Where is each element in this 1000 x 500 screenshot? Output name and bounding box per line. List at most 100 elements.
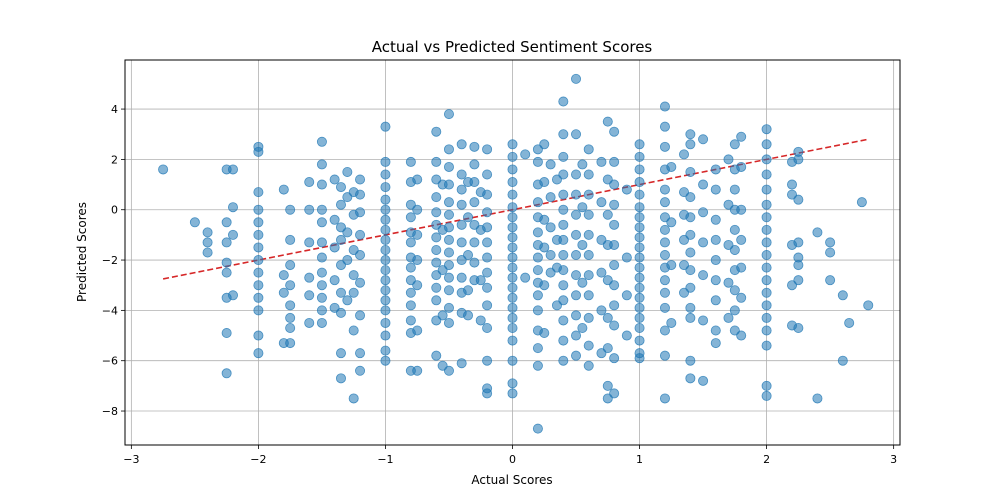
data-point: [621, 330, 632, 341]
y-tick-label: −6: [102, 355, 118, 368]
data-point: [710, 338, 721, 349]
x-tick-label: 3: [890, 453, 897, 466]
data-point: [456, 219, 467, 230]
data-point: [571, 189, 582, 200]
data-point: [571, 330, 582, 341]
data-point: [253, 242, 264, 253]
data-point: [431, 156, 442, 167]
data-point: [507, 242, 518, 253]
data-point: [412, 229, 423, 240]
data-point: [659, 197, 670, 208]
data-point: [609, 388, 620, 399]
data-point: [475, 275, 486, 286]
data-point: [659, 184, 670, 195]
data-point: [380, 244, 391, 255]
data-point: [304, 290, 315, 301]
data-point: [507, 272, 518, 283]
y-tick-label: −4: [102, 304, 118, 317]
data-point: [380, 265, 391, 276]
data-point: [405, 262, 416, 273]
data-point: [253, 146, 264, 157]
data-point: [443, 365, 454, 376]
data-point: [463, 310, 474, 321]
data-point: [532, 290, 543, 301]
data-point: [532, 343, 543, 354]
data-point: [443, 317, 454, 328]
data-point: [685, 282, 696, 293]
data-point: [443, 209, 454, 220]
data-point: [253, 305, 264, 316]
data-point: [443, 272, 454, 283]
data-point: [659, 224, 670, 235]
data-point: [698, 134, 709, 145]
data-point: [316, 136, 327, 147]
data-point: [710, 234, 721, 245]
data-point: [285, 300, 296, 311]
data-point: [482, 237, 493, 248]
data-point: [348, 270, 359, 281]
data-point: [158, 164, 169, 175]
data-point: [532, 197, 543, 208]
data-point: [577, 239, 588, 250]
data-point: [609, 179, 620, 190]
data-point: [583, 270, 594, 281]
data-point: [577, 277, 588, 288]
data-point: [685, 166, 696, 177]
data-point: [577, 159, 588, 170]
data-point: [863, 300, 874, 311]
data-point: [380, 317, 391, 328]
data-point: [355, 365, 366, 376]
data-point: [729, 285, 740, 296]
data-point: [316, 179, 327, 190]
data-point: [380, 121, 391, 132]
data-point: [558, 234, 569, 245]
data-point: [761, 380, 772, 391]
data-point: [412, 204, 423, 215]
data-point: [412, 255, 423, 266]
data-point: [583, 290, 594, 301]
data-point: [335, 348, 346, 359]
data-point: [520, 272, 531, 283]
data-point: [355, 310, 366, 321]
data-point: [380, 182, 391, 193]
data-point: [443, 197, 454, 208]
data-point: [698, 270, 709, 281]
data-point: [221, 328, 232, 339]
data-point: [571, 290, 582, 301]
data-point: [316, 159, 327, 170]
data-point: [685, 192, 696, 203]
chart-title: Actual vs Predicted Sentiment Scores: [372, 38, 653, 56]
data-point: [507, 177, 518, 188]
data-point: [609, 199, 620, 210]
data-point: [456, 169, 467, 180]
y-tick-label: −8: [102, 405, 118, 418]
data-point: [443, 161, 454, 172]
data-point: [285, 312, 296, 323]
data-point: [558, 129, 569, 140]
data-point: [443, 109, 454, 120]
data-point: [405, 212, 416, 223]
data-point: [621, 184, 632, 195]
data-point: [475, 315, 486, 326]
trend-line-group: [162, 138, 869, 280]
data-point: [482, 144, 493, 155]
data-point: [443, 302, 454, 313]
data-point: [634, 202, 645, 213]
data-point: [431, 244, 442, 255]
data-point: [329, 174, 340, 185]
data-point: [456, 184, 467, 195]
data-point: [285, 260, 296, 271]
trend-line: [162, 138, 869, 280]
data-point: [380, 305, 391, 316]
data-point: [698, 237, 709, 248]
data-point: [507, 151, 518, 162]
data-point: [335, 199, 346, 210]
data-point: [507, 355, 518, 366]
y-axis-label: Predicted Scores: [75, 202, 89, 302]
data-point: [278, 270, 289, 281]
data-point: [539, 328, 550, 339]
data-point: [787, 179, 798, 190]
data-point: [583, 250, 594, 261]
data-point: [355, 207, 366, 218]
data-point: [316, 292, 327, 303]
